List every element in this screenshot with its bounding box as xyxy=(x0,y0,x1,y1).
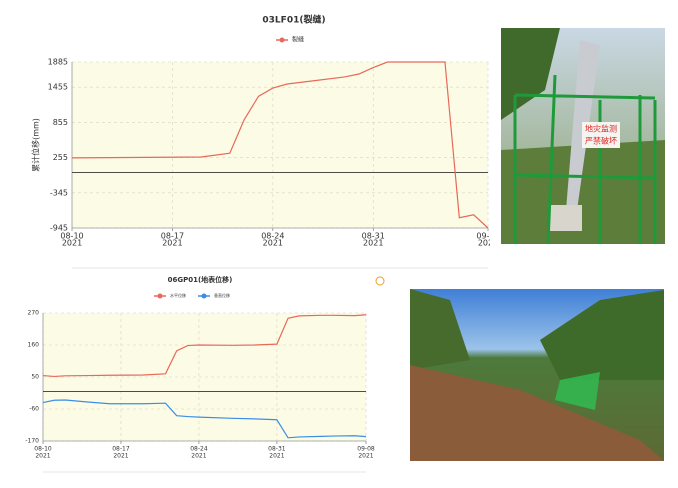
x-tick-label: 08-10 xyxy=(34,446,52,453)
x-tick-label: 08-17 xyxy=(112,446,130,453)
sign-text: 地灾监测 xyxy=(585,124,617,134)
legend-label: 裂缝 xyxy=(292,36,304,44)
x-tick-label: 08-17 xyxy=(161,232,184,241)
y-tick-label: -945 xyxy=(50,224,68,233)
photo-1: 地灾监测 严禁破坏 xyxy=(501,28,665,245)
y-tick-label: 1455 xyxy=(48,83,68,92)
x-tick-label: 2021 xyxy=(363,239,383,248)
legend-label: 水平位移 xyxy=(170,292,186,298)
y-tick-label: 270 xyxy=(28,310,40,317)
y-tick-label: -60 xyxy=(29,406,39,413)
sign-text: 严禁破坏 xyxy=(585,136,617,146)
series-line xyxy=(71,61,489,229)
x-tick-label: 2021 xyxy=(62,239,82,248)
legend-marker xyxy=(201,293,207,299)
x-tick-label: 08-31 xyxy=(362,232,385,241)
legend-label: 垂直位移 xyxy=(214,292,230,298)
y-tick-label: 50 xyxy=(31,374,39,381)
x-tick-label: 2021 xyxy=(263,239,283,248)
x-tick-label: 2021 xyxy=(191,453,206,460)
series-line xyxy=(42,314,367,378)
plot-area xyxy=(72,62,488,228)
series-line xyxy=(42,399,367,439)
y-tick-label: -345 xyxy=(50,188,68,197)
y-tick-label: 855 xyxy=(53,118,68,127)
x-tick-label: 2021 xyxy=(35,453,50,460)
chart-title: 06GP01(地表位移) xyxy=(168,275,233,284)
x-tick-label: 08-24 xyxy=(190,446,208,453)
info-icon[interactable] xyxy=(375,276,385,286)
x-tick-label: 09-08 xyxy=(357,446,375,453)
x-tick-label: 2021 xyxy=(358,453,373,460)
x-tick-label: 08-24 xyxy=(261,232,284,241)
x-tick-label: 2021 xyxy=(162,239,182,248)
y-tick-label: -170 xyxy=(25,438,39,445)
chart-1: 03LF01(裂缝) 累计位移(mm) 1885 1455 855 255 -345 -945… xyxy=(31,14,499,269)
x-tick-label: 09-08 xyxy=(476,232,499,241)
x-tick-label: 2021 xyxy=(478,239,498,248)
plot-area xyxy=(43,313,366,441)
chart-2: 06GP01(地表位移)27016050-60-17008-10202108-1… xyxy=(25,275,375,473)
x-tick-label: 2021 xyxy=(269,453,284,460)
legend-marker xyxy=(157,293,163,299)
y-tick-label: 255 xyxy=(53,153,68,162)
x-tick-label: 08-31 xyxy=(268,446,286,453)
photo-2 xyxy=(410,289,664,461)
y-tick-label: 160 xyxy=(28,342,40,349)
x-tick-label: 08-10 xyxy=(60,232,83,241)
chart-title: 03LF01(裂缝) xyxy=(262,14,325,26)
legend-marker xyxy=(279,37,285,43)
y-tick-label: 1885 xyxy=(48,58,68,67)
x-tick-label: 2021 xyxy=(113,453,128,460)
y-axis-label: 累计位移(mm) xyxy=(31,118,41,172)
